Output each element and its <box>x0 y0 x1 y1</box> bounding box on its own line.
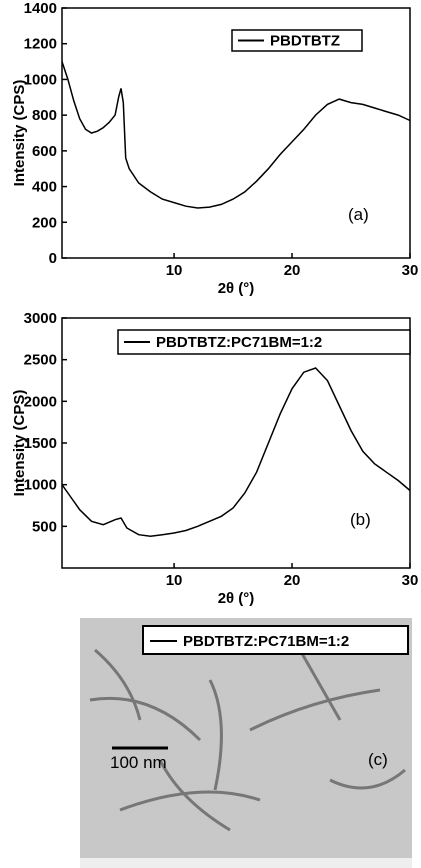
y-tick-label: 800 <box>32 107 57 124</box>
chart: 500 1000 1500 2000 2500 3000 10 20 30 2θ (°) Inten… <box>11 310 418 607</box>
scale-bar-label: 100 nm <box>110 753 167 772</box>
y-tick-label: 0 <box>49 250 57 267</box>
legend-box <box>117 329 411 355</box>
legend-label: PBDTBTZ:PC71BM=1:2 <box>156 334 322 351</box>
x-axis-label: 2θ (°) <box>218 280 255 297</box>
y-tick-label: 1000 <box>24 71 57 88</box>
y-tick-label: 1200 <box>24 36 57 53</box>
data-line <box>61 61 411 209</box>
y-tick-label: 1000 <box>24 477 57 494</box>
x-tick-label: 20 <box>284 262 301 279</box>
tem-image: PBDTBTZ:PC71BM=1:2 100 nm (c) <box>80 618 412 868</box>
y-tick-label: 200 <box>32 214 57 231</box>
y-tick-label: 1500 <box>24 435 57 452</box>
x-tick-label: 10 <box>166 572 183 589</box>
y-tick-label: 2500 <box>24 352 57 369</box>
y-tick-label: 500 <box>32 518 57 535</box>
panel-label: (a) <box>348 205 369 224</box>
data-line <box>61 367 411 538</box>
y-tick-label: 1400 <box>24 0 57 17</box>
x-tick-label: 30 <box>402 262 419 279</box>
x-tick-label: 20 <box>284 572 301 589</box>
legend-box <box>231 29 363 52</box>
y-tick-label: 600 <box>32 143 57 160</box>
y-tick-label: 2000 <box>24 393 57 410</box>
y-tick-label: 3000 <box>24 310 57 327</box>
x-tick-label: 10 <box>166 262 183 279</box>
plot-frame <box>61 7 411 259</box>
x-tick-label: 30 <box>402 572 419 589</box>
y-tick-label: 400 <box>32 179 57 196</box>
legend-label: PBDTBTZ:PC71BM=1:2 <box>183 633 349 650</box>
y-axis-label: Intensity (CPS) <box>11 390 28 497</box>
x-axis-label: 2θ (°) <box>218 590 255 607</box>
legend-label: PBDTBTZ <box>270 33 340 50</box>
panel-label: (b) <box>350 510 371 529</box>
panel-label: (c) <box>368 750 388 769</box>
chart: 0 200 400 600 800 1000 1200 1400 10 20 30 2θ (°) Int… <box>11 0 418 297</box>
y-axis-label: Intensity (CPS) <box>11 80 28 187</box>
